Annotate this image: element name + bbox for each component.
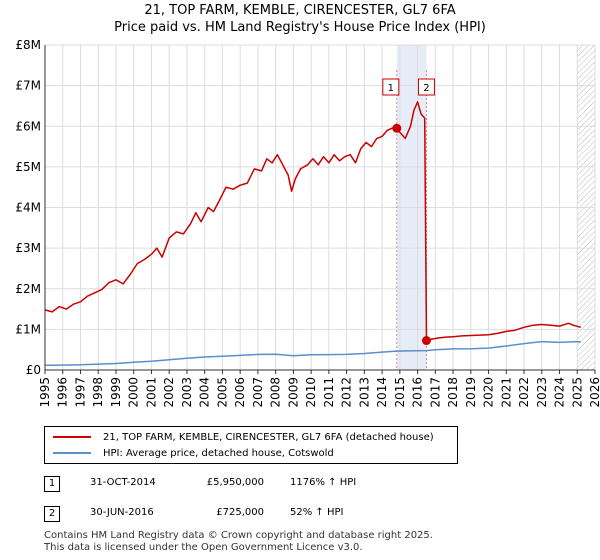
x-tick-label: 2019 bbox=[464, 377, 478, 408]
legend-label-property: 21, TOP FARM, KEMBLE, CIRENCESTER, GL7 6… bbox=[103, 431, 434, 443]
x-tick-label: 2004 bbox=[198, 377, 212, 408]
x-tick-label: 2015 bbox=[393, 377, 407, 408]
footer-licence: This data is licensed under the Open Gov… bbox=[44, 542, 363, 553]
y-tick-label: £7M bbox=[15, 79, 41, 93]
x-tick-label: 2018 bbox=[446, 377, 460, 408]
x-tick-label: 2002 bbox=[162, 377, 176, 408]
y-tick-label: £1M bbox=[15, 322, 41, 336]
footer-copyright: Contains HM Land Registry data © Crown c… bbox=[44, 530, 433, 541]
x-tick-label: 2005 bbox=[215, 377, 229, 408]
x-tick-label: 2022 bbox=[517, 377, 531, 408]
y-tick-label: £3M bbox=[15, 241, 41, 255]
x-tick-label: 2023 bbox=[535, 377, 549, 408]
sale-date: 31-OCT-2014 bbox=[90, 477, 156, 488]
sale-label-number: 1 bbox=[388, 83, 394, 94]
sale-label-box bbox=[417, 78, 435, 96]
sale-marker-badge: 1 bbox=[44, 476, 60, 492]
legend-swatch-hpi bbox=[53, 452, 91, 454]
x-tick-label: 2014 bbox=[375, 377, 389, 408]
x-tick-label: 1998 bbox=[91, 377, 105, 408]
y-tick-label: £4M bbox=[15, 201, 41, 215]
chart-subtitle: Price paid vs. HM Land Registry's House … bbox=[114, 20, 486, 35]
x-tick-label: 2008 bbox=[269, 377, 283, 408]
y-tick-label: £6M bbox=[15, 119, 41, 133]
x-tick-label: 2020 bbox=[482, 377, 496, 408]
x-tick-label: 2011 bbox=[322, 377, 336, 408]
y-tick-label: £5M bbox=[15, 160, 41, 174]
sale-hpi-change: 1176% ↑ HPI bbox=[290, 477, 357, 488]
sale-marker-badge: 2 bbox=[44, 506, 60, 522]
x-tick-label: 2024 bbox=[553, 377, 567, 408]
x-tick-label: 2010 bbox=[304, 377, 318, 408]
legend-item-hpi: HPI: Average price, detached house, Cots… bbox=[53, 446, 334, 460]
x-tick-label: 2007 bbox=[251, 377, 265, 408]
legend-swatch-property bbox=[53, 436, 91, 438]
x-tick-label: 2009 bbox=[286, 377, 300, 408]
x-tick-label: 1999 bbox=[109, 377, 123, 408]
x-tick-label: 2013 bbox=[357, 377, 371, 408]
sale-point-marker bbox=[421, 336, 431, 346]
x-tick-label: 2016 bbox=[411, 377, 425, 408]
sale-hpi-change: 52% ↑ HPI bbox=[290, 507, 344, 518]
x-tick-label: 2012 bbox=[340, 377, 354, 408]
x-tick-label: 2000 bbox=[127, 377, 141, 408]
x-tick-label: 2017 bbox=[428, 377, 442, 408]
x-tick-label: 2026 bbox=[588, 377, 600, 408]
chart-title: 21, TOP FARM, KEMBLE, CIRENCESTER, GL7 6… bbox=[144, 3, 456, 18]
sale-price: £5,950,000 bbox=[206, 477, 264, 488]
x-tick-label: 1995 bbox=[38, 377, 52, 408]
hpi-line bbox=[44, 340, 581, 367]
x-tick-label: 1996 bbox=[56, 377, 70, 408]
x-tick-label: 2025 bbox=[570, 377, 584, 408]
sale-label-number: 2 bbox=[423, 83, 429, 94]
property-price-line bbox=[44, 101, 582, 342]
y-tick-label: £0 bbox=[26, 363, 41, 377]
sale-date: 30-JUN-2016 bbox=[90, 507, 154, 518]
x-tick-label: 2021 bbox=[499, 377, 513, 408]
x-tick-label: 1997 bbox=[73, 377, 87, 408]
sale-point-marker bbox=[392, 123, 402, 133]
legend-item-property: 21, TOP FARM, KEMBLE, CIRENCESTER, GL7 6… bbox=[53, 430, 434, 444]
x-tick-label: 2006 bbox=[233, 377, 247, 408]
x-tick-label: 2003 bbox=[180, 377, 194, 408]
legend-label-hpi: HPI: Average price, detached house, Cots… bbox=[103, 447, 334, 459]
y-tick-label: £8M bbox=[15, 38, 41, 52]
x-tick-label: 2001 bbox=[144, 377, 158, 408]
y-tick-label: £2M bbox=[15, 282, 41, 296]
chart-legend: 21, TOP FARM, KEMBLE, CIRENCESTER, GL7 6… bbox=[44, 426, 458, 464]
sale-label-box bbox=[382, 78, 400, 96]
sale-price: £725,000 bbox=[216, 507, 264, 518]
